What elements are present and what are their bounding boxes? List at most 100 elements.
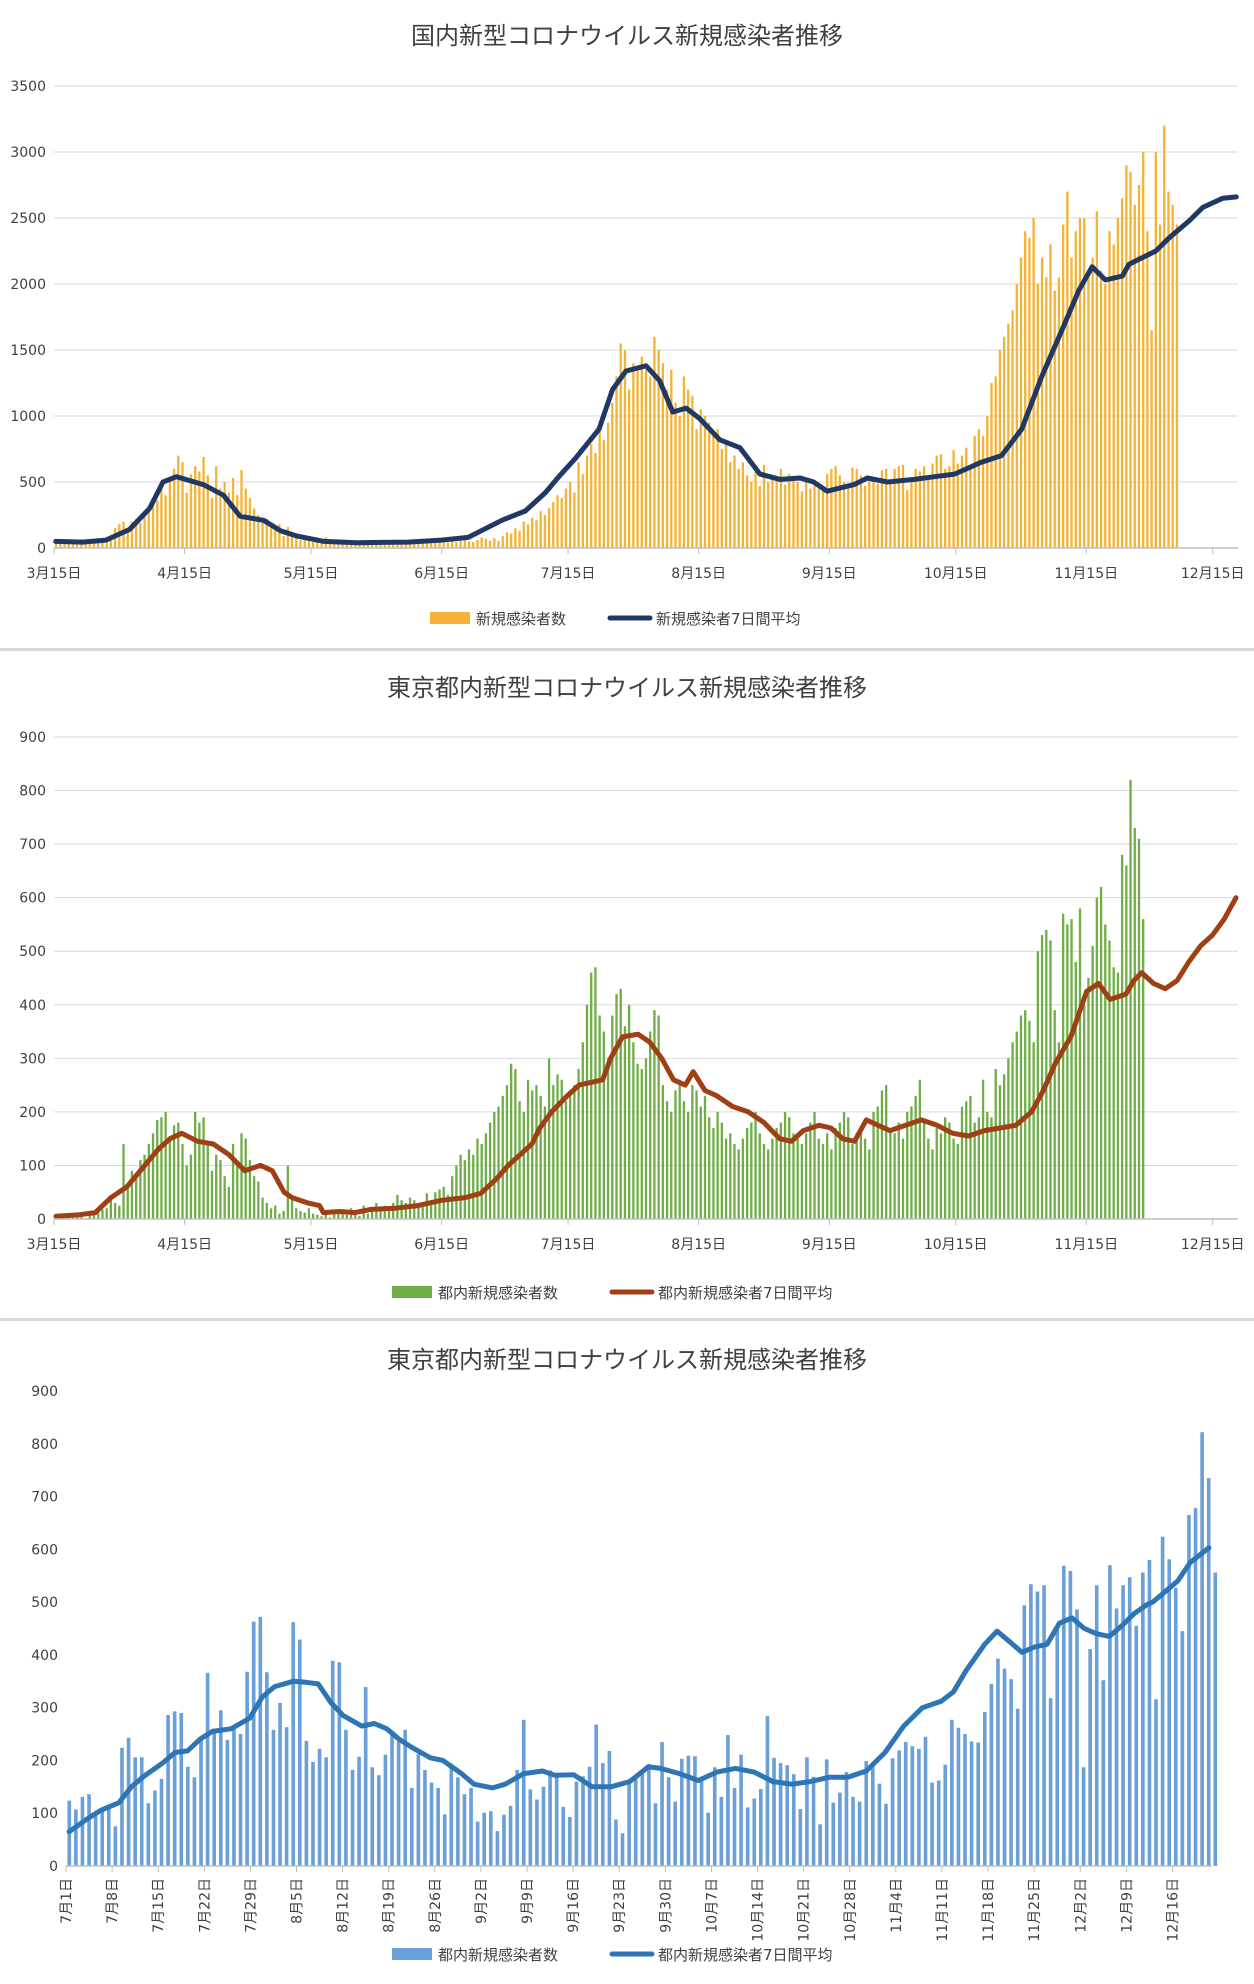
bar xyxy=(146,1803,151,1866)
bar xyxy=(1061,913,1065,1219)
bar xyxy=(994,376,997,548)
bar xyxy=(1011,310,1014,548)
bar xyxy=(206,1144,209,1219)
x-tick-label: 12月9日 xyxy=(1119,1878,1135,1933)
bar xyxy=(923,1736,928,1866)
bar xyxy=(215,1154,218,1219)
bar xyxy=(510,533,513,548)
bar xyxy=(118,1205,121,1219)
bar xyxy=(1055,1629,1060,1866)
bar xyxy=(772,1757,776,1866)
bar xyxy=(783,484,787,548)
bar xyxy=(501,1095,504,1219)
bar xyxy=(515,1769,519,1866)
bar xyxy=(956,1144,959,1219)
bar xyxy=(1035,1591,1040,1866)
bar xyxy=(674,1090,677,1219)
bar xyxy=(508,1805,513,1866)
bar xyxy=(1137,838,1141,1219)
bar xyxy=(817,1138,820,1219)
bar xyxy=(330,1660,335,1866)
bar xyxy=(151,1133,155,1219)
bar xyxy=(1206,1478,1211,1866)
bar xyxy=(476,1138,479,1219)
bar xyxy=(1007,323,1010,548)
bar xyxy=(1078,218,1082,548)
bar xyxy=(539,511,542,548)
bar xyxy=(304,1740,309,1866)
bar xyxy=(729,462,732,548)
y-tick-label: 600 xyxy=(31,1542,58,1558)
chart-tokyo: 東京都内新型コロナウイルス新規感染者推移 0 100 200 300 400 500 600… xyxy=(19,674,1245,1302)
bar xyxy=(488,1122,492,1219)
bar xyxy=(930,1782,934,1866)
series-line-average xyxy=(53,194,1239,546)
bar xyxy=(844,1772,849,1866)
bar xyxy=(1083,1004,1086,1219)
x-tick-label: 5月15日 xyxy=(284,566,339,582)
bar xyxy=(297,1639,302,1866)
bar xyxy=(788,1117,791,1219)
bar xyxy=(986,1111,989,1219)
bar xyxy=(278,524,281,548)
bar xyxy=(944,468,947,548)
legend-swatch-bars xyxy=(392,1948,432,1960)
bar xyxy=(754,471,757,548)
bar xyxy=(611,402,614,548)
bar xyxy=(531,1090,534,1219)
bar xyxy=(295,534,298,548)
chart-title: 国内新型コロナウイルス新規感染者推移 xyxy=(411,22,843,50)
bar xyxy=(476,540,479,548)
bar xyxy=(510,1063,513,1219)
bar xyxy=(872,1111,875,1219)
bar xyxy=(771,1138,774,1219)
bar xyxy=(375,543,378,548)
bar xyxy=(712,1127,715,1219)
bar xyxy=(686,389,690,548)
bar xyxy=(859,1127,863,1219)
bar xyxy=(973,1122,976,1219)
bar xyxy=(147,1144,150,1219)
bar xyxy=(357,1756,361,1866)
bar xyxy=(472,1154,475,1219)
bar xyxy=(1108,1565,1112,1866)
x-tick-label: 10月21日 xyxy=(797,1878,813,1942)
bar xyxy=(741,1138,745,1219)
bar xyxy=(1129,171,1132,549)
bar xyxy=(963,1734,967,1866)
bar xyxy=(863,1138,867,1219)
bar xyxy=(838,475,841,548)
bar xyxy=(185,492,188,548)
bar xyxy=(311,1213,315,1219)
bar xyxy=(969,468,972,548)
bar xyxy=(185,1165,188,1219)
bar xyxy=(640,356,643,548)
bar xyxy=(455,542,458,548)
x-tick-label: 12月15日 xyxy=(1181,1237,1245,1253)
x-tick-label: 9月2日 xyxy=(474,1878,490,1924)
bar xyxy=(778,1763,783,1866)
bar xyxy=(699,1781,704,1866)
bar xyxy=(307,1208,311,1219)
bar xyxy=(670,1111,673,1219)
bar xyxy=(813,482,816,548)
bar xyxy=(552,501,555,548)
bar xyxy=(1075,1609,1079,1866)
bar xyxy=(712,1767,717,1866)
bar xyxy=(396,1741,401,1866)
bar xyxy=(1070,257,1073,548)
bar xyxy=(838,1122,841,1219)
bar xyxy=(956,463,959,548)
bar xyxy=(831,1802,836,1866)
bar xyxy=(821,488,825,548)
bar xyxy=(936,1780,941,1866)
bar xyxy=(594,452,597,548)
bar xyxy=(456,1777,460,1866)
bar xyxy=(767,482,770,548)
bar xyxy=(484,538,488,548)
bar xyxy=(614,1819,618,1866)
bar xyxy=(459,1154,462,1219)
bar xyxy=(1091,945,1094,1219)
x-tick-label: 4月15日 xyxy=(157,1237,212,1253)
bar xyxy=(156,1119,159,1219)
